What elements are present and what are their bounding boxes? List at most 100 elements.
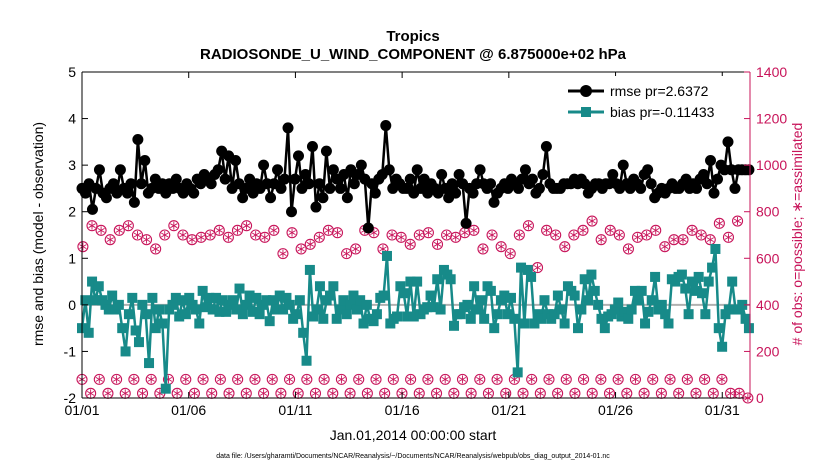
rmse-point — [362, 222, 374, 234]
bias-point — [475, 295, 486, 306]
bias-point — [247, 306, 258, 317]
bias-point — [328, 281, 339, 292]
obs-count-marker — [177, 229, 189, 241]
bias-point — [154, 304, 165, 315]
obs-count-marker — [102, 387, 114, 399]
y-tick-label-right: 0 — [756, 390, 764, 406]
y-tick-label: 2 — [68, 204, 76, 220]
bias-point — [593, 299, 604, 310]
bias-point — [529, 318, 540, 329]
obs-count-marker — [128, 373, 140, 385]
bias-point — [120, 346, 131, 357]
rmse-point — [450, 187, 462, 199]
bias-point — [697, 288, 708, 299]
bias-point — [177, 295, 188, 306]
x-tick-label: 01/06 — [171, 402, 206, 418]
rmse-point — [320, 145, 332, 157]
obs-count-marker — [304, 238, 316, 250]
obs-count-marker — [301, 373, 313, 385]
rmse-point — [380, 120, 392, 132]
bias-point — [160, 383, 171, 394]
rmse-point — [341, 192, 353, 204]
y-tick-label-right: 400 — [756, 297, 780, 313]
bias-point — [599, 323, 610, 334]
obs-count-marker — [259, 231, 271, 243]
bias-point — [398, 288, 409, 299]
rmse-point — [205, 178, 217, 190]
y-tick-label-right: 1200 — [756, 111, 787, 127]
bias-point — [643, 306, 654, 317]
rmse-point — [128, 196, 140, 208]
y-tick-label: 5 — [68, 64, 76, 80]
obs-count-marker — [413, 229, 425, 241]
y-tick-label: 0 — [68, 297, 76, 313]
obs-count-marker — [560, 373, 572, 385]
rmse-point — [310, 201, 322, 213]
obs-count-marker — [353, 373, 365, 385]
bias-point — [217, 295, 228, 306]
rmse-point — [265, 192, 277, 204]
bias-point — [569, 290, 580, 301]
obs-count-marker — [241, 220, 253, 232]
rmse-point — [404, 173, 416, 185]
obs-count-marker — [77, 241, 89, 253]
bias-point — [465, 313, 476, 324]
bias-point — [90, 295, 101, 306]
bias-point — [331, 313, 342, 324]
bias-point — [314, 281, 325, 292]
bias-point — [113, 299, 124, 310]
obs-count-marker — [450, 231, 462, 243]
obs-count-marker — [468, 224, 480, 236]
rmse-point — [701, 178, 713, 190]
obs-count-marker — [350, 243, 362, 255]
obs-count-marker — [268, 224, 280, 236]
bias-point — [449, 320, 460, 331]
rmse-point — [467, 187, 479, 199]
bias-point — [268, 295, 279, 306]
bias-series — [77, 243, 754, 394]
bias-point — [241, 299, 252, 310]
rmse-point — [258, 159, 270, 171]
obs-count-marker — [231, 224, 244, 236]
obs-count-marker — [668, 234, 680, 246]
bias-point — [93, 281, 104, 292]
bias-point — [325, 290, 336, 301]
obs-count-marker — [681, 373, 693, 385]
obs-count-marker — [695, 229, 707, 241]
bias-point — [308, 311, 319, 322]
obs-count-marker — [104, 234, 116, 246]
rmse-point — [642, 164, 654, 176]
rmse-point — [188, 187, 200, 199]
rmse-point — [691, 182, 703, 194]
bias-point — [392, 311, 403, 322]
bias-point — [619, 306, 630, 317]
obs-count-marker — [641, 229, 653, 241]
bias-point — [251, 292, 262, 303]
rmse-point — [460, 217, 472, 229]
rmse-point — [607, 168, 619, 180]
obs-count-marker — [550, 229, 562, 241]
obs-count-marker — [595, 373, 607, 385]
bias-point — [579, 274, 590, 285]
obs-count-marker — [513, 229, 525, 241]
bias-point — [351, 304, 362, 315]
rmse-point — [317, 192, 329, 204]
obs-count-marker — [159, 229, 171, 241]
obs-count-marker — [722, 231, 735, 243]
rmse-point — [533, 182, 545, 194]
obs-count-marker — [395, 231, 407, 243]
obs-count-marker — [286, 227, 298, 239]
bias-point — [291, 309, 302, 320]
bias-point — [174, 311, 185, 322]
obs-count-marker — [266, 373, 278, 385]
bias-point — [693, 271, 704, 282]
bias-point — [549, 309, 560, 320]
obs-count-marker — [277, 248, 289, 260]
chart-subtitle: RADIOSONDE_U_WIND_COMPONENT @ 6.875000e+… — [200, 46, 627, 63]
rmse-point — [436, 168, 448, 180]
legend: rmse pr=2.6372 bias pr=-0.11433 — [560, 76, 740, 126]
rmse-point — [526, 173, 538, 185]
bias-point — [680, 283, 691, 294]
bias-point — [371, 309, 382, 320]
bias-point — [180, 309, 191, 320]
